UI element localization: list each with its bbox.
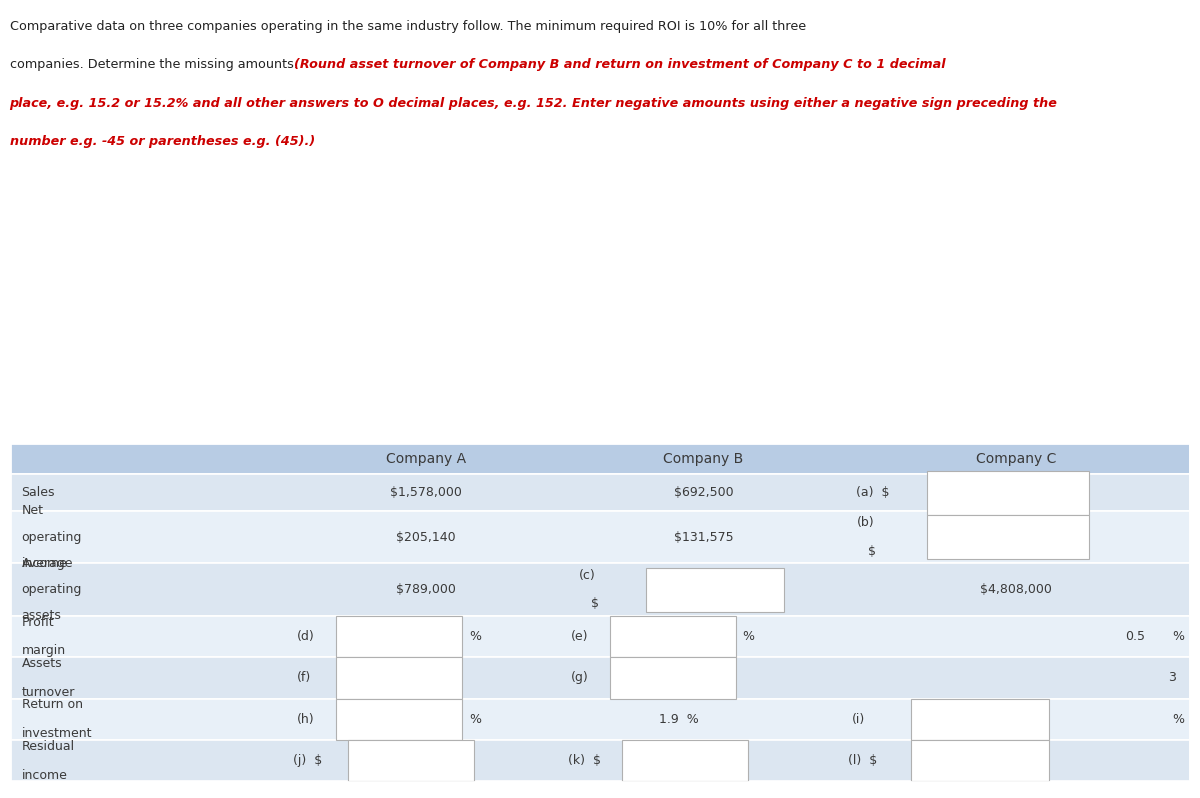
Text: %: % [469, 713, 481, 726]
Text: Sales: Sales [22, 486, 55, 499]
Text: Residual: Residual [22, 740, 74, 753]
Bar [911, 740, 1049, 781]
Text: (i): (i) [852, 713, 865, 726]
Bar [10, 443, 1190, 782]
Bar [10, 475, 1190, 511]
Text: 3: 3 [1168, 671, 1176, 685]
Text: Comparative data on three companies operating in the same industry follow. The m: Comparative data on three companies oper… [10, 20, 805, 33]
Bar [348, 740, 474, 781]
Text: Average: Average [22, 557, 73, 570]
Text: assets: assets [22, 610, 61, 622]
Text: place, e.g. 15.2 or 15.2% and all other answers to O decimal places, e.g. 152. E: place, e.g. 15.2 or 15.2% and all other … [10, 97, 1057, 109]
Bar [10, 563, 1190, 616]
Text: (j)  $: (j) $ [293, 754, 323, 767]
Bar [926, 515, 1088, 559]
Text: Net: Net [22, 504, 43, 517]
Text: (h): (h) [296, 713, 314, 726]
Bar [336, 698, 462, 740]
Text: (b): (b) [857, 516, 874, 529]
Bar [10, 740, 1190, 781]
Text: $: $ [590, 598, 599, 610]
Text: $205,140: $205,140 [396, 531, 456, 543]
Bar [336, 658, 462, 699]
Text: (d): (d) [296, 630, 314, 643]
Text: (f): (f) [296, 671, 311, 685]
Text: (k)  $: (k) $ [568, 754, 601, 767]
Bar [336, 616, 462, 658]
Text: (l)  $: (l) $ [848, 754, 877, 767]
Text: companies. Determine the missing amounts.: companies. Determine the missing amounts… [10, 58, 301, 71]
Text: Company A: Company A [385, 452, 466, 466]
Bar [10, 616, 1190, 658]
Text: 1.9  %: 1.9 % [660, 713, 700, 726]
Bar [911, 698, 1049, 740]
Text: turnover: turnover [22, 685, 74, 699]
Bar [10, 511, 1190, 563]
Bar [610, 658, 736, 699]
Text: $692,500: $692,500 [673, 486, 733, 499]
Bar [610, 616, 736, 658]
Text: operating: operating [22, 531, 82, 543]
Text: (Round asset turnover of Company B and return on investment of Company C to 1 de: (Round asset turnover of Company B and r… [294, 58, 946, 71]
Text: %: % [1172, 630, 1184, 643]
Text: operating: operating [22, 583, 82, 596]
Text: Assets: Assets [22, 657, 62, 670]
Text: %: % [469, 630, 481, 643]
Text: Return on: Return on [22, 698, 83, 712]
Bar [10, 698, 1190, 740]
Text: income: income [22, 768, 67, 781]
Bar [622, 740, 748, 781]
Text: income: income [22, 557, 67, 570]
Text: margin: margin [22, 645, 66, 658]
Text: (e): (e) [570, 630, 588, 643]
Text: investment: investment [22, 727, 92, 741]
Text: $: $ [869, 545, 876, 558]
Bar [10, 658, 1190, 698]
Bar [646, 567, 784, 611]
Text: %: % [742, 630, 754, 643]
Text: $4,808,000: $4,808,000 [980, 583, 1052, 596]
Text: 0.5: 0.5 [1124, 630, 1145, 643]
Text: $1,578,000: $1,578,000 [390, 486, 462, 499]
Text: Company B: Company B [664, 452, 744, 466]
Bar [10, 443, 1190, 475]
Text: (c): (c) [578, 569, 595, 582]
Text: Profit: Profit [22, 616, 54, 629]
Text: Company C: Company C [976, 452, 1056, 466]
Text: $789,000: $789,000 [396, 583, 456, 596]
Text: number e.g. -45 or parentheses e.g. (45).): number e.g. -45 or parentheses e.g. (45)… [10, 135, 314, 148]
Text: $131,575: $131,575 [673, 531, 733, 543]
Text: %: % [1172, 713, 1184, 726]
Text: (g): (g) [570, 671, 588, 685]
Bar [926, 471, 1088, 515]
Text: (a)  $: (a) $ [857, 486, 890, 499]
